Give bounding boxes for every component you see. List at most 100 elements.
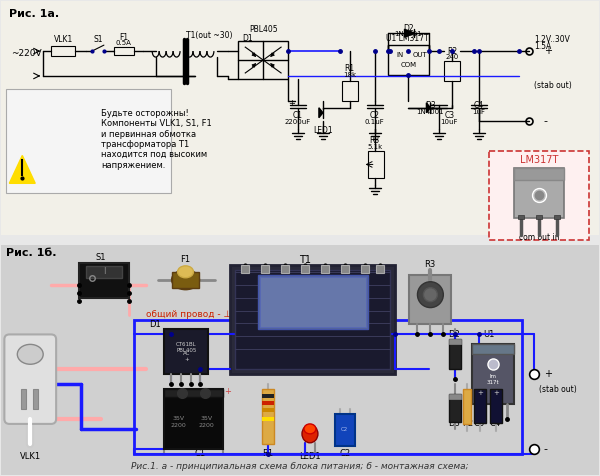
Bar (164, 329, 208, 374)
Bar (262, 408, 274, 412)
Text: COM: COM (400, 62, 416, 68)
Text: C2: C2 (341, 427, 349, 432)
Bar (114, 47, 134, 55)
Text: Рис. 1а.: Рис. 1а. (10, 10, 59, 20)
Text: C1: C1 (195, 449, 206, 458)
Bar (281, 265, 289, 273)
Bar (536, 215, 542, 219)
Bar (388, 45, 430, 75)
Text: CT61BL
PBL405: CT61BL PBL405 (176, 342, 197, 353)
Bar (261, 265, 269, 273)
Bar (134, 319, 522, 454)
Bar (335, 414, 355, 446)
Bar (472, 344, 514, 354)
Text: +: + (544, 369, 552, 379)
Text: T1: T1 (299, 255, 311, 265)
Text: Рис. 1б.: Рис. 1б. (7, 248, 57, 258)
FancyBboxPatch shape (4, 335, 56, 424)
Text: R3: R3 (370, 136, 380, 145)
Text: 35V: 35V (173, 416, 185, 421)
Text: 1N4001: 1N4001 (416, 109, 444, 115)
Text: D2: D2 (403, 24, 414, 33)
Text: R2: R2 (447, 47, 457, 56)
Ellipse shape (302, 425, 318, 443)
Bar (368, 150, 383, 178)
Bar (1, 245, 599, 475)
Text: LED1: LED1 (299, 452, 321, 461)
Text: +: + (288, 99, 295, 108)
Bar (21, 389, 26, 409)
Ellipse shape (17, 344, 43, 364)
Bar (260, 277, 365, 327)
Text: R1: R1 (345, 64, 355, 73)
Bar (164, 389, 223, 397)
Text: D1: D1 (242, 34, 253, 43)
Text: C3: C3 (444, 111, 454, 120)
Text: 240: 240 (446, 54, 459, 60)
Text: D1: D1 (149, 320, 161, 329)
Text: 2200: 2200 (170, 423, 187, 428)
Bar (409, 275, 451, 325)
Bar (474, 389, 486, 423)
Bar (262, 401, 274, 405)
Bar (472, 344, 514, 404)
Text: C4: C4 (490, 419, 500, 428)
Text: 2200uF: 2200uF (285, 119, 311, 125)
Text: D3: D3 (448, 419, 460, 428)
Text: lm
317t: lm 317t (487, 374, 499, 385)
Text: VLK1: VLK1 (53, 35, 73, 44)
Polygon shape (427, 103, 430, 113)
Bar (341, 265, 349, 273)
Text: C1: C1 (293, 111, 303, 120)
Ellipse shape (304, 424, 316, 434)
Bar (235, 270, 389, 369)
Text: AC
+: AC + (183, 351, 190, 362)
Bar (86, 266, 122, 278)
Text: D3: D3 (425, 101, 436, 110)
Bar (518, 215, 524, 219)
Text: -: - (544, 444, 548, 454)
Text: +: + (224, 387, 231, 396)
Text: F1: F1 (181, 255, 191, 264)
Text: D2: D2 (448, 330, 460, 339)
Text: LED1: LED1 (313, 126, 333, 135)
Bar (361, 265, 368, 273)
Text: 2200: 2200 (199, 423, 214, 428)
Bar (489, 150, 589, 240)
Polygon shape (404, 29, 415, 37)
Bar (449, 394, 461, 422)
Text: com out in: com out in (518, 234, 559, 242)
Text: ~220V: ~220V (11, 49, 42, 58)
Text: +: + (544, 46, 552, 56)
Text: U1 LM317T: U1 LM317T (386, 34, 429, 43)
Text: T1(out ~30): T1(out ~30) (185, 30, 232, 40)
Bar (449, 339, 461, 344)
Text: S1: S1 (95, 253, 106, 262)
Text: (stab out): (stab out) (534, 81, 572, 90)
Bar (342, 81, 358, 101)
Polygon shape (319, 108, 323, 118)
Text: F1: F1 (119, 33, 128, 42)
Bar (449, 394, 461, 399)
Bar (1, 1, 599, 235)
Bar (164, 389, 223, 449)
Text: R3: R3 (424, 260, 435, 269)
Bar (301, 265, 309, 273)
Text: Рис.1. а - принципиальная схема блока питания; б - монтажная схема;: Рис.1. а - принципиальная схема блока пи… (131, 462, 469, 471)
Bar (514, 169, 564, 180)
Text: Будьте осторожны!
Компоненты VLK1, S1, F1
и первинная обмотка
трансформатора T1
: Будьте осторожны! Компоненты VLK1, S1, F… (101, 109, 212, 170)
Text: +: + (477, 390, 483, 396)
Ellipse shape (424, 288, 437, 302)
Bar (490, 389, 502, 423)
Text: 5.1k: 5.1k (367, 144, 382, 149)
Text: (stab out): (stab out) (539, 385, 577, 394)
Bar (445, 61, 460, 81)
Ellipse shape (418, 282, 443, 307)
Bar (33, 389, 38, 409)
Bar (79, 263, 129, 298)
Text: I: I (103, 268, 105, 276)
Bar (449, 339, 461, 369)
Bar (463, 389, 471, 424)
Bar (258, 275, 368, 329)
Bar (376, 265, 383, 273)
